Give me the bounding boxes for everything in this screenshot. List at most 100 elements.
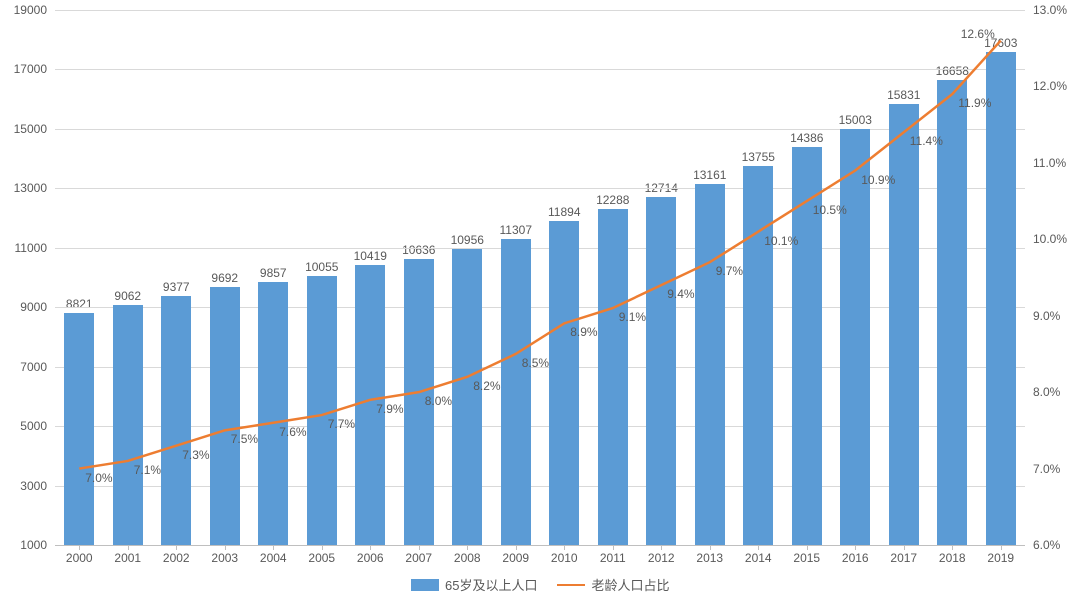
line-value-label: 8.0% [425,394,452,408]
legend-label: 65岁及以上人口 [445,575,537,594]
bar-value-label: 11307 [500,223,532,237]
y2-tick-label: 7.0% [1033,462,1060,476]
x-tick-mark [661,545,662,550]
bar-value-label: 13755 [742,150,775,164]
bar [64,313,94,545]
x-tick-label: 2007 [405,551,432,565]
line-value-label: 7.9% [376,402,403,416]
line-value-label: 11.9% [958,96,991,110]
bar [452,249,482,545]
x-tick-mark [516,545,517,550]
line-value-label: 7.6% [279,425,306,439]
y1-tick-label: 9000 [0,300,47,314]
gridline [55,129,1025,130]
x-axis [55,545,1025,546]
gridline [55,426,1025,427]
x-tick-mark [710,545,711,550]
bar [113,305,143,545]
line-value-label: 9.7% [716,264,743,278]
bar [210,287,240,545]
bar-value-label: 12288 [596,193,629,207]
x-tick-mark [564,545,565,550]
y1-tick-label: 5000 [0,419,47,433]
gridline [55,10,1025,11]
x-tick-mark [467,545,468,550]
bar [501,239,531,545]
y2-tick-label: 10.0% [1033,232,1067,246]
x-tick-label: 2016 [842,551,869,565]
legend-label: 老龄人口占比 [591,575,669,594]
bar [695,184,725,545]
y2-tick-label: 11.0% [1033,156,1066,170]
x-tick-label: 2017 [890,551,917,565]
y2-tick-label: 9.0% [1033,309,1060,323]
bar [258,282,288,545]
line-value-label: 8.5% [522,356,549,370]
x-tick-mark [370,545,371,550]
line-value-label: 7.5% [231,432,258,446]
gridline [55,69,1025,70]
x-tick-label: 2018 [939,551,966,565]
line-value-label: 11.4% [910,134,943,148]
x-tick-mark [419,545,420,550]
bar-value-label: 15831 [887,88,920,102]
line-value-label: 7.7% [328,417,355,431]
bar-value-label: 13161 [693,168,726,182]
x-tick-label: 2003 [211,551,238,565]
bar-value-label: 14386 [790,131,823,145]
x-tick-mark [758,545,759,550]
x-tick-mark [613,545,614,550]
bar-value-label: 9377 [163,280,190,294]
x-tick-label: 2004 [260,551,287,565]
legend-swatch-bar [411,579,439,591]
bar-value-label: 9062 [114,289,141,303]
y2-tick-label: 12.0% [1033,79,1067,93]
x-tick-label: 2005 [308,551,335,565]
bar-value-label: 9692 [211,271,238,285]
x-tick-mark [952,545,953,550]
y2-tick-label: 6.0% [1033,538,1060,552]
bar-value-label: 8821 [66,297,93,311]
combo-chart: 1000300050007000900011000130001500017000… [0,0,1080,602]
x-tick-label: 2019 [987,551,1014,565]
x-tick-label: 2014 [745,551,772,565]
line-value-label: 8.2% [473,379,500,393]
bar-value-label: 9857 [260,266,287,280]
gridline [55,188,1025,189]
bar-value-label: 10956 [451,233,484,247]
x-tick-label: 2001 [114,551,141,565]
bar-value-label: 11894 [548,205,580,219]
x-tick-mark [807,545,808,550]
bar [161,296,191,545]
x-tick-mark [79,545,80,550]
bar-value-label: 10419 [354,249,387,263]
x-tick-label: 2008 [454,551,481,565]
x-tick-label: 2012 [648,551,675,565]
bar-value-label: 16658 [936,64,969,78]
x-tick-label: 2010 [551,551,578,565]
x-tick-label: 2011 [600,551,626,565]
line-value-label: 7.1% [134,463,161,477]
y2-tick-label: 8.0% [1033,385,1060,399]
legend-item: 老龄人口占比 [557,575,669,594]
y2-tick-label: 13.0% [1033,3,1067,17]
line-value-label: 10.1% [764,234,798,248]
gridline [55,307,1025,308]
x-tick-mark [128,545,129,550]
x-tick-label: 2015 [793,551,820,565]
x-tick-label: 2002 [163,551,190,565]
x-tick-mark [904,545,905,550]
y1-tick-label: 19000 [0,3,47,17]
bar [743,166,773,545]
line-value-label: 9.4% [667,287,694,301]
y1-tick-label: 15000 [0,122,47,136]
bar-value-label: 15003 [839,113,872,127]
line-value-label: 10.5% [813,203,847,217]
gridline [55,486,1025,487]
x-tick-mark [322,545,323,550]
bar [986,52,1016,545]
line-value-label: 7.0% [85,471,112,485]
x-tick-label: 2013 [696,551,723,565]
line-value-label: 10.9% [861,173,895,187]
bar [646,197,676,545]
